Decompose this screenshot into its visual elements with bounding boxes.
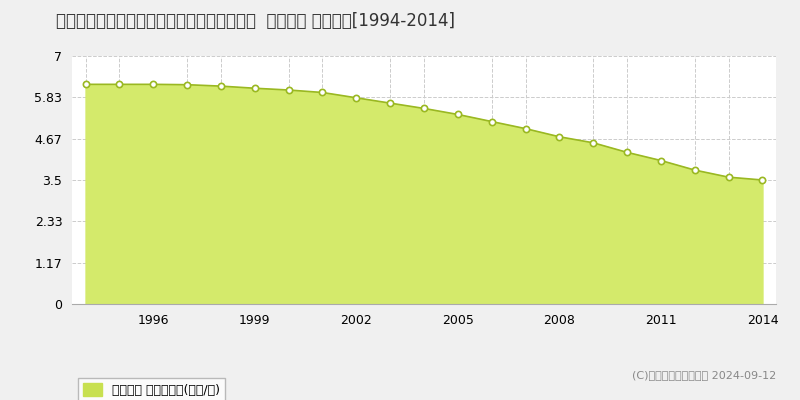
Text: 青森県北津軽郡板柳町大字辻字福岡５２番７  地価公示 地価推移[1994-2014]: 青森県北津軽郡板柳町大字辻字福岡５２番７ 地価公示 地価推移[1994-2014…	[56, 12, 455, 30]
Text: (C)土地価格ドットコム 2024-09-12: (C)土地価格ドットコム 2024-09-12	[632, 370, 776, 380]
Legend: 地価公示 平均坪単価(万円/坪): 地価公示 平均坪単価(万円/坪)	[78, 378, 225, 400]
